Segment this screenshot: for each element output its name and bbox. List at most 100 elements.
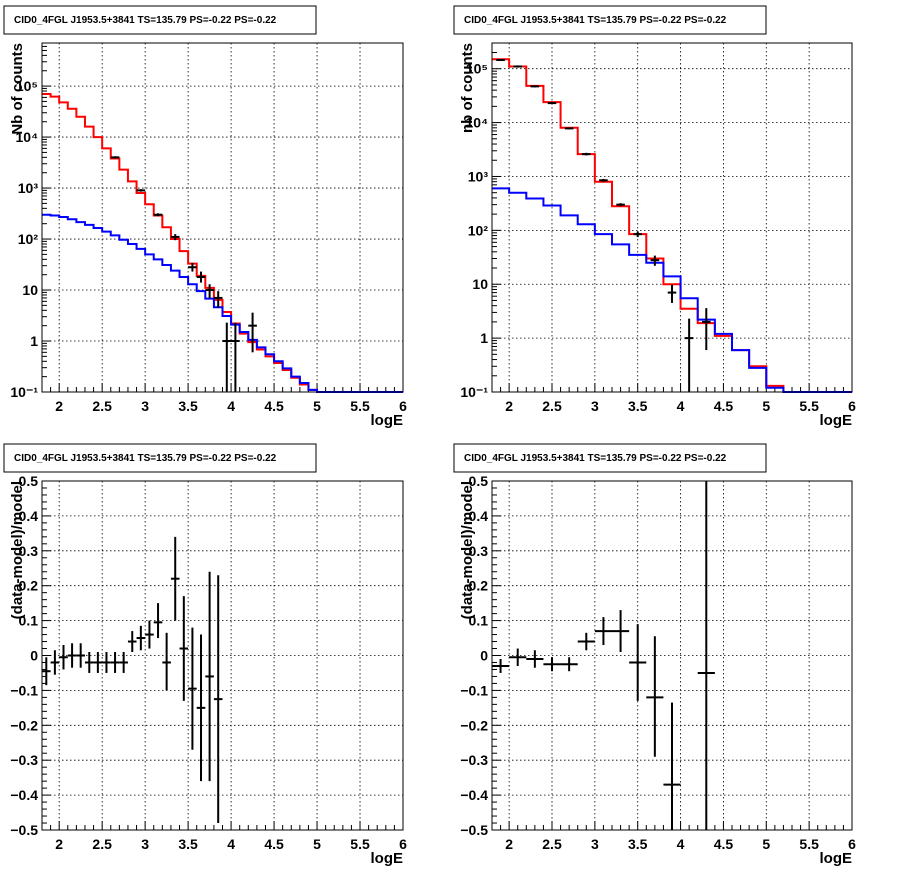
x-tick-label: 4 — [227, 836, 235, 852]
y-tick-label: 10⁵ — [466, 61, 488, 77]
data-point — [59, 645, 68, 670]
y-tick-label: 0.4 — [469, 508, 489, 524]
x-tick-label: 5.5 — [799, 836, 819, 852]
data-point — [702, 308, 711, 351]
x-tick-label: 3.5 — [628, 836, 648, 852]
y-tick-label: −0.3 — [10, 752, 38, 768]
y-tick-label: 10⁴ — [466, 115, 489, 131]
data-point — [599, 178, 608, 182]
histogram-series-2 — [42, 213, 403, 393]
data-point — [196, 634, 206, 782]
minor-ticks — [491, 42, 853, 393]
y-axis-label: (data-model)/model — [9, 481, 26, 619]
data-points — [110, 156, 257, 392]
minor-ticks — [41, 42, 404, 393]
y-tick-label: −0.2 — [460, 717, 488, 733]
grid-lines — [492, 481, 852, 830]
x-axis-label: logE — [371, 412, 404, 429]
x-tick-label: 2 — [505, 398, 513, 414]
data-point — [162, 632, 171, 691]
data-point — [684, 318, 694, 392]
x-tick-label: 2 — [55, 836, 63, 852]
chart-title-box — [453, 443, 767, 473]
x-tick-label: 3 — [591, 398, 599, 414]
x-tick-label: 4 — [227, 398, 235, 414]
data-point — [153, 213, 163, 217]
x-tick-label: 4.5 — [264, 836, 284, 852]
y-tick-label: 10³ — [468, 168, 489, 184]
x-tick-label: 2.5 — [92, 836, 112, 852]
data-point — [492, 658, 510, 673]
x-tick-label: 5 — [313, 398, 321, 414]
chart-title-box — [3, 443, 317, 473]
data-point — [213, 575, 223, 824]
y-tick-label: −0.5 — [10, 822, 38, 838]
chart-panel-2: CID0_4FGL J1953.5+3841 TS=135.79 PS=-0.2… — [453, 5, 856, 429]
y-tick-label: 10⁻¹ — [460, 384, 488, 400]
data-point — [577, 632, 595, 651]
data-point — [153, 603, 163, 639]
data-point — [526, 650, 544, 668]
x-tick-label: 6 — [399, 398, 407, 414]
x-tick-label: 6 — [399, 836, 407, 852]
data-point — [650, 255, 660, 266]
y-tick-label: 0.1 — [19, 613, 39, 629]
data-point — [496, 59, 505, 62]
data-point — [222, 322, 232, 392]
plot-frame — [491, 480, 853, 831]
y-tick-label: −0.3 — [460, 752, 488, 768]
y-tick-label: −0.4 — [10, 787, 38, 803]
data-point — [76, 643, 85, 668]
x-tick-label: 5.5 — [350, 398, 370, 414]
data-point — [67, 643, 77, 668]
data-point — [594, 617, 612, 646]
data-point — [547, 102, 557, 105]
data-point — [84, 652, 94, 673]
y-tick-label: 0.3 — [19, 543, 39, 559]
data-point — [42, 657, 51, 686]
y-tick-label: 0.5 — [19, 473, 39, 489]
data-point — [145, 620, 154, 649]
y-tick-label: 10⁻¹ — [10, 384, 38, 400]
x-tick-label: 2 — [55, 398, 63, 414]
chart-panel-4: CID0_4FGL J1953.5+3841 TS=135.79 PS=-0.2… — [453, 443, 856, 867]
x-tick-label: 4.5 — [264, 398, 284, 414]
chart-title: CID0_4FGL J1953.5+3841 TS=135.79 PS=-0.2… — [14, 15, 277, 26]
data-point — [93, 652, 103, 673]
chart-panel-3: CID0_4FGL J1953.5+3841 TS=135.79 PS=-0.2… — [3, 443, 407, 867]
x-tick-label: 4.5 — [714, 398, 734, 414]
data-point — [513, 65, 522, 68]
data-point — [213, 291, 223, 308]
data-point — [170, 536, 180, 621]
y-tick-label: 0.2 — [469, 578, 489, 594]
data-point — [564, 127, 574, 130]
chart-title: CID0_4FGL J1953.5+3841 TS=135.79 PS=-0.2… — [464, 15, 727, 26]
y-tick-label: 1 — [30, 333, 38, 349]
y-tick-label: −0.2 — [10, 717, 38, 733]
data-point — [543, 657, 561, 672]
y-tick-label: 10³ — [18, 180, 39, 196]
plot-frame — [491, 42, 853, 393]
chart-title-box — [453, 5, 767, 35]
x-tick-label: 5.5 — [350, 836, 370, 852]
y-tick-label: −0.5 — [460, 822, 488, 838]
x-tick-label: 5 — [762, 836, 770, 852]
data-point — [663, 702, 681, 830]
data-point — [110, 652, 120, 673]
data-points — [42, 536, 223, 824]
x-tick-label: 6 — [848, 836, 856, 852]
data-point — [231, 322, 240, 392]
data-point — [530, 85, 540, 88]
data-point — [136, 625, 146, 651]
data-point — [509, 648, 527, 666]
x-tick-label: 3.5 — [178, 398, 198, 414]
x-tick-label: 5 — [313, 836, 321, 852]
data-point — [629, 624, 647, 701]
data-point — [119, 652, 128, 673]
data-point — [205, 284, 214, 298]
y-axis-label: nb of counts — [459, 43, 476, 133]
data-point — [612, 610, 630, 653]
data-point — [170, 234, 180, 241]
data-point — [127, 631, 137, 653]
